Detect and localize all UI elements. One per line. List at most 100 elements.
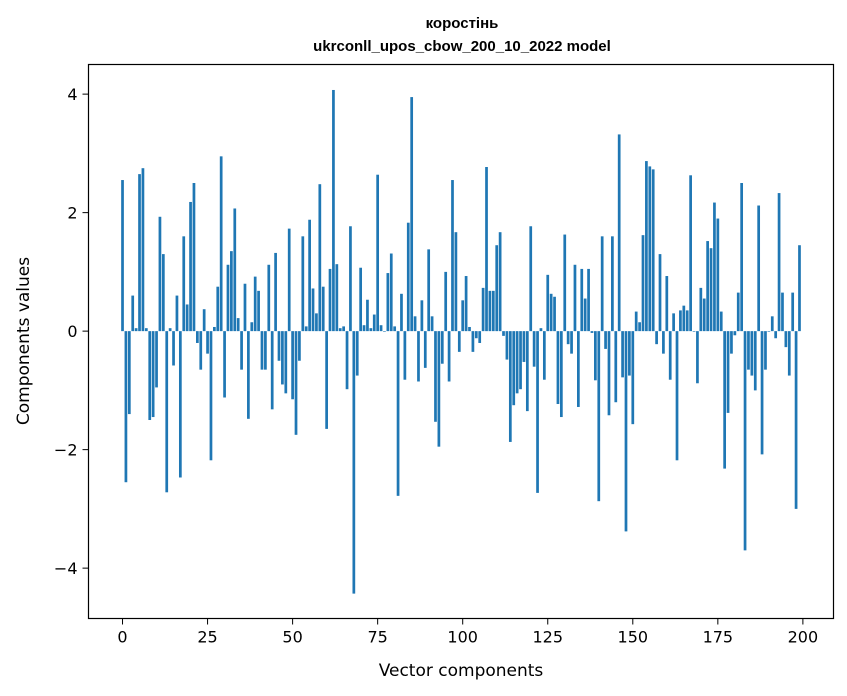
bar [264, 331, 267, 370]
bar [539, 328, 543, 332]
bar [468, 326, 471, 332]
bar [189, 201, 192, 332]
bar [573, 264, 577, 332]
bar [233, 208, 237, 332]
x-axis-ticks: 0 25 50 75 100 125 150 175 200 [117, 618, 818, 647]
bar [298, 331, 301, 361]
bar [202, 309, 206, 332]
bar [580, 268, 584, 332]
x-tick-label: 100 [447, 628, 478, 647]
bar [757, 205, 761, 332]
bar [740, 183, 744, 332]
bar [638, 322, 641, 332]
x-axis-label: Vector components [379, 661, 544, 681]
bar [328, 268, 332, 332]
bar [600, 236, 604, 332]
y-tick-label: 0 [67, 322, 77, 341]
bar [155, 331, 158, 388]
bar [651, 169, 655, 332]
bar [144, 328, 148, 332]
bar [376, 174, 380, 332]
bar [634, 311, 638, 332]
bar [454, 232, 458, 332]
bar [406, 222, 410, 332]
bar [597, 331, 601, 502]
bar [379, 325, 383, 332]
bar [529, 226, 533, 332]
bar [389, 253, 393, 332]
bar [413, 316, 417, 332]
bar [243, 283, 247, 332]
bar [495, 245, 499, 332]
bar [410, 97, 414, 332]
bar [216, 286, 220, 332]
bar [369, 328, 373, 332]
bar [679, 310, 682, 332]
bar [423, 331, 427, 368]
bar [318, 184, 322, 332]
bar [427, 249, 431, 332]
bar [172, 331, 175, 366]
bar [594, 331, 597, 381]
bar [559, 331, 563, 418]
bar [628, 331, 631, 376]
bar [270, 331, 274, 410]
bar [396, 331, 400, 496]
bar [525, 331, 529, 412]
plot-frame [87, 63, 835, 620]
bar [240, 331, 243, 370]
bar [471, 331, 475, 352]
bar [121, 180, 124, 332]
bar [583, 298, 587, 332]
bar [304, 326, 308, 332]
bar [178, 331, 182, 478]
y-axis-ticks: −4 −2 0 2 4 [54, 85, 89, 578]
bar [151, 331, 155, 418]
bar [713, 202, 716, 332]
bar [478, 331, 482, 343]
bar [386, 273, 390, 332]
bar [308, 219, 311, 332]
bar [655, 331, 658, 345]
bar [709, 248, 713, 332]
x-tick-label: 150 [618, 628, 649, 647]
bar [165, 331, 169, 493]
bar [611, 236, 614, 332]
bar [291, 331, 294, 400]
chart-subtitle: ukrconll_upos_cbow_200_10_2022 model [313, 38, 611, 55]
bar [274, 252, 277, 332]
bar [277, 331, 281, 361]
bar [192, 183, 196, 332]
bar [566, 331, 570, 345]
bar [689, 175, 692, 332]
bar [349, 226, 352, 332]
bar [719, 311, 723, 332]
bar [464, 276, 468, 332]
bar [747, 331, 750, 370]
bar [753, 331, 757, 391]
bar [668, 331, 672, 380]
y-tick-label: 4 [67, 85, 77, 104]
bar [590, 331, 594, 333]
bar [417, 331, 420, 382]
bar [658, 254, 662, 332]
bar [682, 305, 686, 332]
bar [175, 295, 179, 332]
bar [502, 331, 505, 336]
bar [430, 316, 434, 332]
bar [648, 166, 652, 332]
bar [403, 331, 407, 380]
bar [440, 331, 444, 364]
bar [706, 241, 709, 332]
bar [665, 276, 669, 332]
bar [236, 318, 240, 332]
bar [536, 331, 539, 493]
bar [546, 274, 550, 332]
bar [185, 304, 189, 332]
bar [702, 298, 706, 332]
bar [577, 331, 580, 407]
bar [226, 264, 230, 332]
bar [230, 251, 233, 332]
x-tick-label: 50 [282, 628, 302, 647]
